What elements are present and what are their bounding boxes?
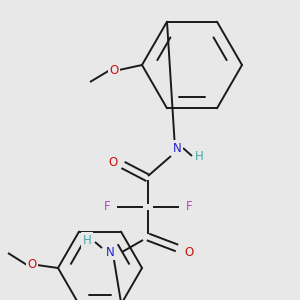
Text: F: F: [104, 200, 110, 214]
Text: N: N: [172, 142, 182, 154]
Text: H: H: [195, 149, 203, 163]
Text: H: H: [82, 233, 91, 247]
Text: N: N: [106, 245, 114, 259]
Text: O: O: [184, 245, 194, 259]
Text: O: O: [27, 259, 37, 272]
Text: F: F: [186, 200, 192, 214]
Text: O: O: [108, 155, 118, 169]
Text: O: O: [110, 64, 118, 76]
